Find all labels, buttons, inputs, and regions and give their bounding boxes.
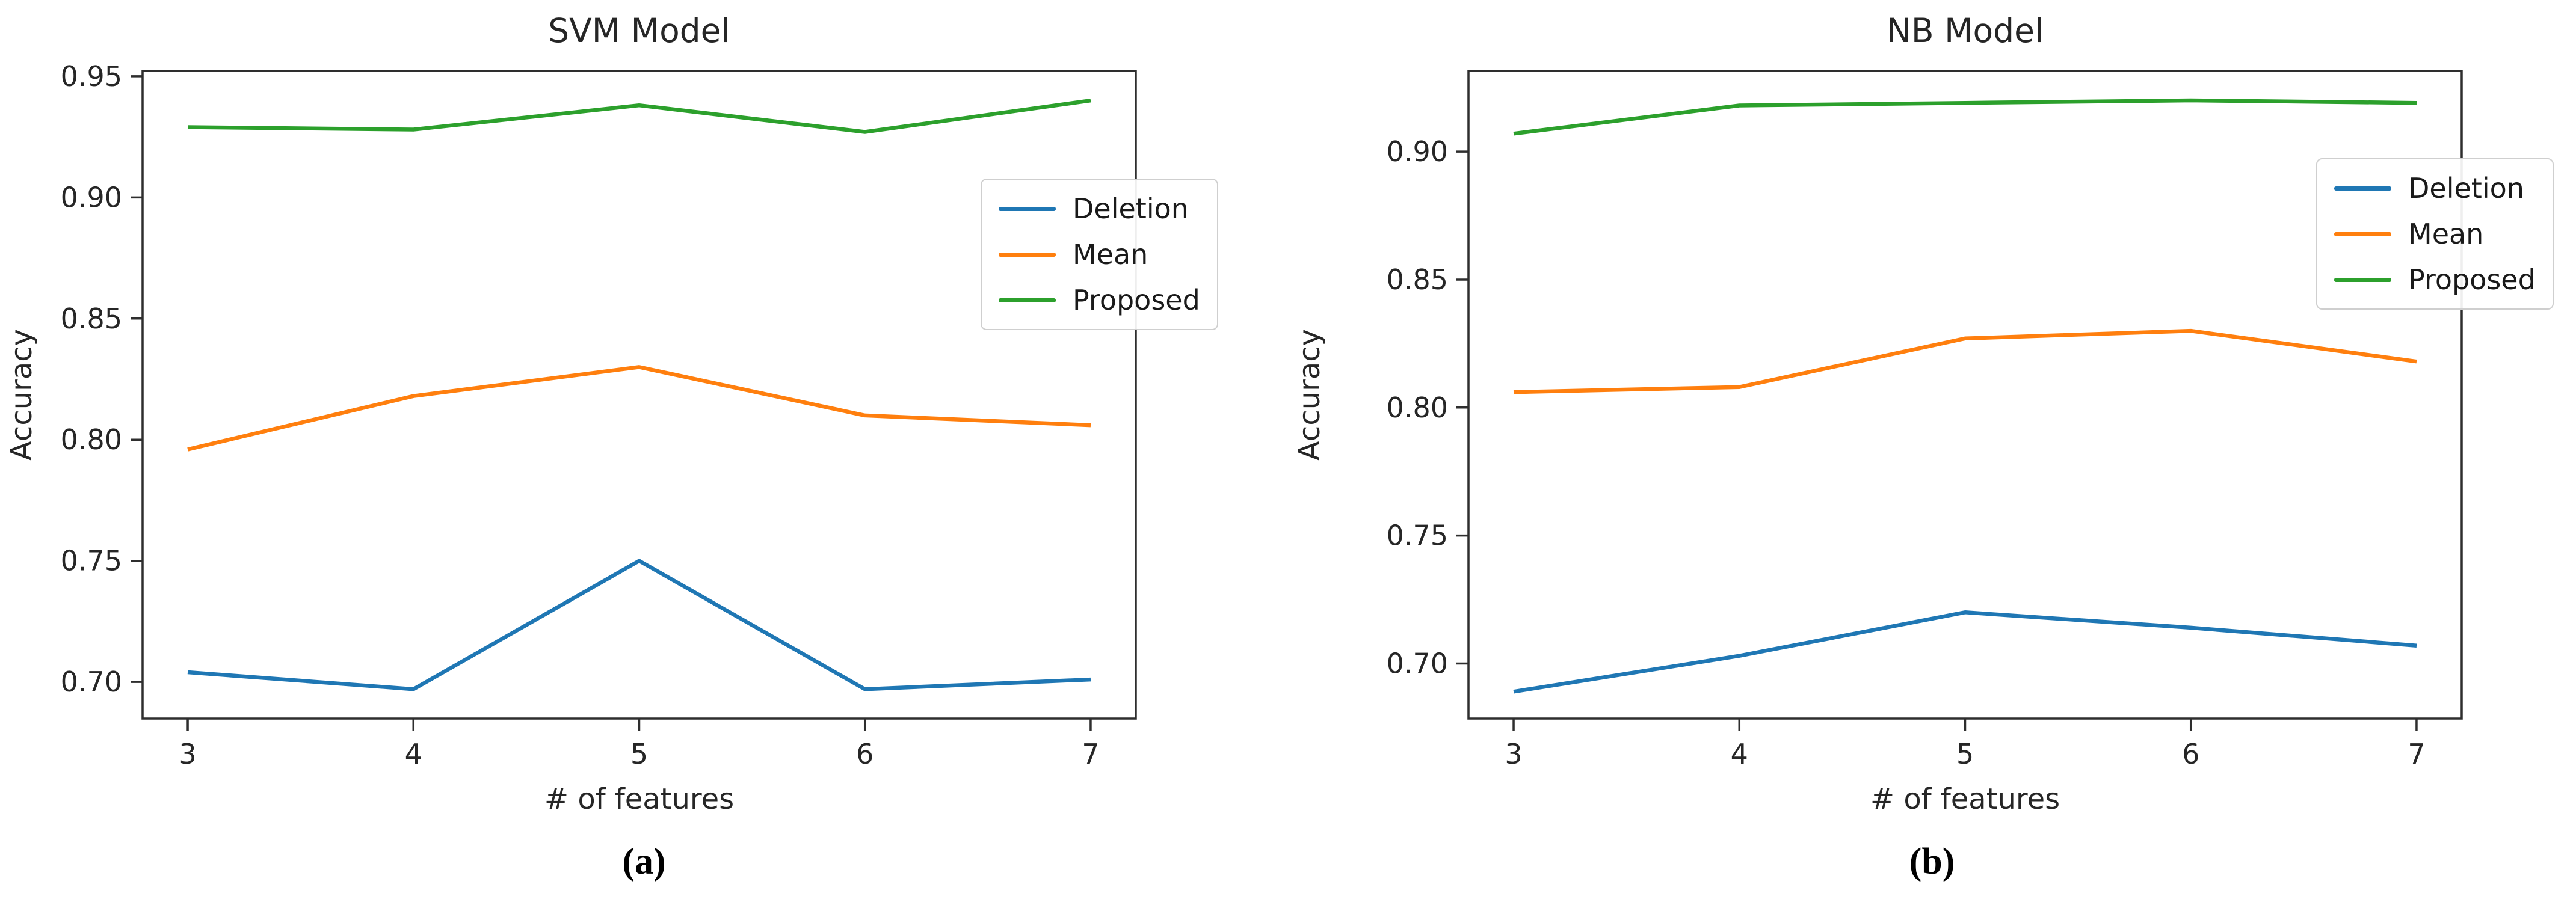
y-axis-tick-label: 0.80 [1387,391,1448,424]
deletion-line-swatch [2334,186,2391,191]
caption-a: (a) [622,841,666,882]
nb-axes-spines [1467,70,2463,720]
y-axis-tick-label: 0.85 [61,302,122,335]
legend-item-mean: Mean [999,238,1200,271]
nb-series-line-deletion [1513,610,2417,694]
x-axis-tick-label: 6 [2182,738,2199,770]
legend-item-deletion: Deletion [999,192,1200,225]
nb-series-line-proposed [1513,98,2417,136]
nb-series-line-mean [1513,328,2417,394]
nb-plot-svg: 0.70 0.75 0.80 0.85 0.90 3 4 5 6 7 NB Model # of fe… [1293,11,2463,816]
svm-plot-svg: 0.70 0.75 0.80 0.85 0.90 0.95 3 4 5 6 7 SVM Model # … [5,11,1137,816]
y-axis-tick-label: 0.70 [1387,647,1448,679]
svm-series-line-deletion [187,559,1091,691]
legend-item-proposed: Proposed [2334,263,2536,296]
y-axis-tick-label: 0.70 [61,666,122,698]
legend-item-mean: Mean [2334,217,2536,251]
mean-line-swatch [999,252,1056,257]
y-axis-label: Accuracy [5,329,39,461]
legend-item-proposed: Proposed [999,283,1200,317]
x-axis-label: # of features [544,782,734,816]
y-axis-tick-label: 0.75 [1387,520,1448,552]
x-axis-tick-label: 5 [1956,738,1974,770]
nb-chart-panel: 0.70 0.75 0.80 0.85 0.90 3 4 5 6 7 NB Model # of fe… [1288,0,2576,923]
y-axis-tick-label: 0.95 [61,60,122,93]
deletion-line-swatch [999,206,1056,211]
proposed-line-swatch [2334,277,2391,282]
x-axis-label: # of features [1870,782,2060,816]
x-axis-tick-label: 3 [179,738,196,770]
mean-line-swatch [2334,232,2391,236]
proposed-line-swatch [999,298,1056,302]
y-axis-tick-label: 0.80 [61,423,122,456]
y-axis-label: Accuracy [1293,329,1327,461]
x-axis-tick-label: 4 [405,738,422,770]
svm-series-line-mean [187,365,1091,452]
svm-plot-title: SVM Model [548,11,730,50]
y-axis-tick-label: 0.85 [1387,263,1448,296]
y-axis-tick-label: 0.90 [61,181,122,213]
legend-label: Proposed [2408,263,2536,296]
legend-label: Deletion [1073,192,1189,225]
x-axis-tick-label: 5 [630,738,648,770]
svm-legend: Deletion Mean Proposed [981,179,1218,330]
svm-axes-spines [141,70,1137,720]
svm-chart-panel: 0.70 0.75 0.80 0.85 0.90 0.95 3 4 5 6 7 SVM Model # … [5,11,1218,882]
y-axis-tick-label: 0.75 [61,545,122,577]
nb-plot-title: NB Model [1887,11,2044,50]
x-axis-tick-label: 7 [2408,738,2425,770]
legend-label: Mean [2408,218,2484,250]
x-axis-tick-label: 4 [1731,738,1748,770]
y-axis-tick-label: 0.90 [1387,135,1448,168]
legend-label: Mean [1073,238,1148,271]
caption-b: (b) [1909,841,1955,882]
x-axis-tick-label: 7 [1082,738,1099,770]
nb-legend: Deletion Mean Proposed [2316,158,2554,310]
x-axis-tick-label: 3 [1505,738,1522,770]
svm-series-line-proposed [187,98,1091,134]
legend-item-deletion: Deletion [2334,171,2536,205]
legend-label: Deletion [2408,172,2524,204]
legend-label: Proposed [1073,284,1200,316]
x-axis-tick-label: 6 [856,738,874,770]
